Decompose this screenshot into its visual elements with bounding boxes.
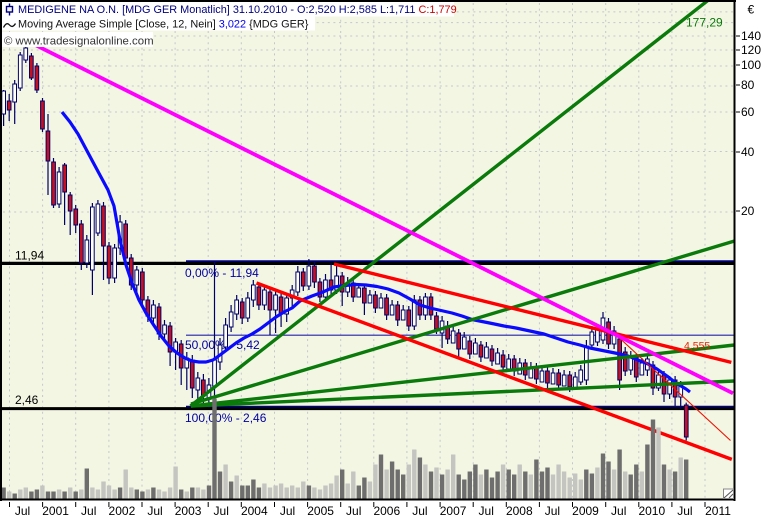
svg-text:2004: 2004 bbox=[241, 504, 268, 518]
svg-text:Jul: Jul bbox=[611, 504, 626, 518]
svg-text:Jul: Jul bbox=[147, 504, 162, 518]
svg-text:20: 20 bbox=[741, 204, 755, 218]
svg-text:Jul: Jul bbox=[545, 504, 560, 518]
svg-text:Jul: Jul bbox=[280, 504, 295, 518]
svg-text:2009: 2009 bbox=[572, 504, 599, 518]
svg-text:40: 40 bbox=[741, 145, 755, 159]
svg-text:2010: 2010 bbox=[638, 504, 665, 518]
svg-text:2,46: 2,46 bbox=[15, 393, 39, 407]
svg-text:100,00% - 2,46: 100,00% - 2,46 bbox=[185, 411, 267, 425]
svg-text:11,94: 11,94 bbox=[15, 249, 44, 263]
svg-text:60: 60 bbox=[741, 105, 755, 119]
svg-text:80: 80 bbox=[741, 78, 755, 92]
svg-text:0,00% - 11,94: 0,00% - 11,94 bbox=[185, 266, 259, 280]
svg-text:120: 120 bbox=[741, 43, 761, 57]
svg-text:2006: 2006 bbox=[373, 504, 400, 518]
svg-text:100: 100 bbox=[741, 58, 761, 72]
svg-text:2011: 2011 bbox=[705, 504, 731, 518]
svg-text:Jul: Jul bbox=[677, 504, 692, 518]
svg-text:€: € bbox=[748, 3, 755, 17]
svg-text:2003: 2003 bbox=[175, 504, 202, 518]
svg-text:Jul: Jul bbox=[15, 504, 30, 518]
svg-text:140: 140 bbox=[741, 29, 761, 43]
svg-text:2005: 2005 bbox=[307, 504, 334, 518]
svg-text:2001: 2001 bbox=[42, 504, 69, 518]
svg-text:Jul: Jul bbox=[346, 504, 361, 518]
svg-text:2002: 2002 bbox=[109, 504, 136, 518]
svg-text:Moving Average Simple [Close,: Moving Average Simple [Close, 12, Nein] … bbox=[18, 19, 309, 31]
svg-text:2007: 2007 bbox=[440, 504, 467, 518]
svg-text:2008: 2008 bbox=[506, 504, 533, 518]
svg-text:177,29: 177,29 bbox=[686, 16, 723, 30]
svg-text:Jul: Jul bbox=[479, 504, 494, 518]
svg-text:MEDIGENE NA O.N. [MDG GER Mon: MEDIGENE NA O.N. [MDG GER Monatlich] 31.… bbox=[18, 4, 457, 16]
svg-text:Jul: Jul bbox=[214, 504, 229, 518]
svg-text:50,00% - 5,42: 50,00% - 5,42 bbox=[185, 338, 260, 352]
svg-text:4,555: 4,555 bbox=[684, 340, 710, 352]
svg-text:Jul: Jul bbox=[81, 504, 96, 518]
svg-text:Jul: Jul bbox=[412, 504, 427, 518]
svg-text:© www.tradesignalonline.com: © www.tradesignalonline.com bbox=[4, 36, 154, 48]
